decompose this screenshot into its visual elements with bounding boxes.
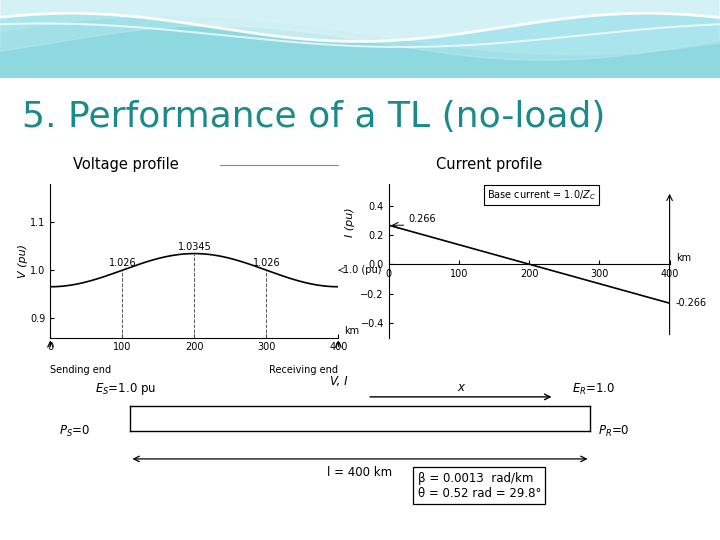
Text: l = 400 km: l = 400 km: [328, 467, 392, 480]
Y-axis label: V (pu): V (pu): [17, 244, 27, 278]
Y-axis label: I (pu): I (pu): [345, 207, 355, 237]
Text: 1.0 (pu): 1.0 (pu): [343, 265, 381, 275]
Text: $P_R$=0: $P_R$=0: [598, 424, 629, 438]
Text: km: km: [677, 253, 692, 263]
Text: 5. Performance of a TL (no-load): 5. Performance of a TL (no-load): [22, 100, 605, 134]
Text: 1.026: 1.026: [253, 258, 280, 268]
Text: Current profile: Current profile: [436, 157, 543, 172]
Text: $E_S$=1.0 pu: $E_S$=1.0 pu: [96, 381, 156, 397]
Text: Receiving end: Receiving end: [269, 365, 338, 375]
Text: Sending end: Sending end: [50, 365, 112, 375]
Text: Voltage profile: Voltage profile: [73, 157, 179, 172]
Text: Base current = 1.0/$Z_C$: Base current = 1.0/$Z_C$: [487, 188, 596, 202]
Text: V, I: V, I: [330, 375, 347, 388]
Text: 1.0345: 1.0345: [178, 242, 211, 252]
Text: x: x: [457, 381, 464, 394]
Text: 1.026: 1.026: [109, 258, 136, 268]
Text: β = 0.0013  rad/km
θ = 0.52 rad = 29.8°: β = 0.0013 rad/km θ = 0.52 rad = 29.8°: [418, 471, 541, 500]
Text: $E_R$=1.0: $E_R$=1.0: [572, 382, 616, 397]
Text: -0.266: -0.266: [675, 298, 706, 308]
Text: 0.266: 0.266: [408, 214, 436, 224]
Text: $P_S$=0: $P_S$=0: [59, 424, 90, 438]
Text: km: km: [344, 326, 359, 336]
